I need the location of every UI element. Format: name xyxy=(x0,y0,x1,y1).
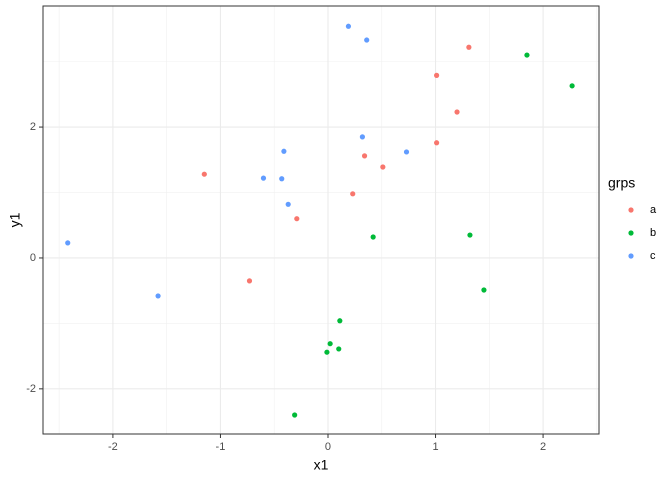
point xyxy=(337,318,343,324)
point xyxy=(361,153,368,159)
point xyxy=(569,83,575,89)
point xyxy=(403,149,410,155)
y-axis-title: y1 xyxy=(7,212,23,227)
point xyxy=(292,412,298,418)
legend-key xyxy=(628,230,634,236)
point xyxy=(281,148,287,154)
point xyxy=(370,234,376,240)
x-tick-label: 1 xyxy=(432,441,438,453)
legend-label: b xyxy=(650,227,656,239)
point xyxy=(260,175,267,181)
point xyxy=(327,341,333,347)
legend-label: c xyxy=(650,250,656,262)
x-axis-title: x1 xyxy=(314,457,329,473)
y-tick-label: -2 xyxy=(26,383,36,395)
y-tick-label: 2 xyxy=(30,121,36,133)
point xyxy=(467,232,473,238)
point xyxy=(466,44,472,50)
y-tick-label: 0 xyxy=(30,252,36,264)
point xyxy=(350,191,356,197)
x-tick-label: -2 xyxy=(108,441,118,453)
legend-title: grps xyxy=(608,175,635,191)
x-tick-label: 0 xyxy=(325,441,331,453)
point xyxy=(380,164,386,170)
point xyxy=(481,287,487,293)
panel-border xyxy=(42,5,600,435)
point xyxy=(285,201,291,207)
point xyxy=(454,109,460,115)
legend-label: a xyxy=(650,204,657,216)
point xyxy=(324,349,330,355)
point xyxy=(434,72,440,78)
x-tick-label: -1 xyxy=(216,441,226,453)
point xyxy=(65,240,71,246)
legend-key xyxy=(628,207,634,213)
point xyxy=(359,134,366,140)
point xyxy=(434,140,440,146)
point xyxy=(345,23,352,29)
point xyxy=(294,216,300,222)
point xyxy=(201,171,207,177)
legend-key xyxy=(628,253,634,259)
point xyxy=(279,176,285,182)
x-tick-label: 2 xyxy=(540,441,546,453)
point xyxy=(246,278,253,284)
point xyxy=(336,346,342,352)
point xyxy=(364,37,370,43)
point xyxy=(524,52,530,58)
point xyxy=(155,293,161,299)
